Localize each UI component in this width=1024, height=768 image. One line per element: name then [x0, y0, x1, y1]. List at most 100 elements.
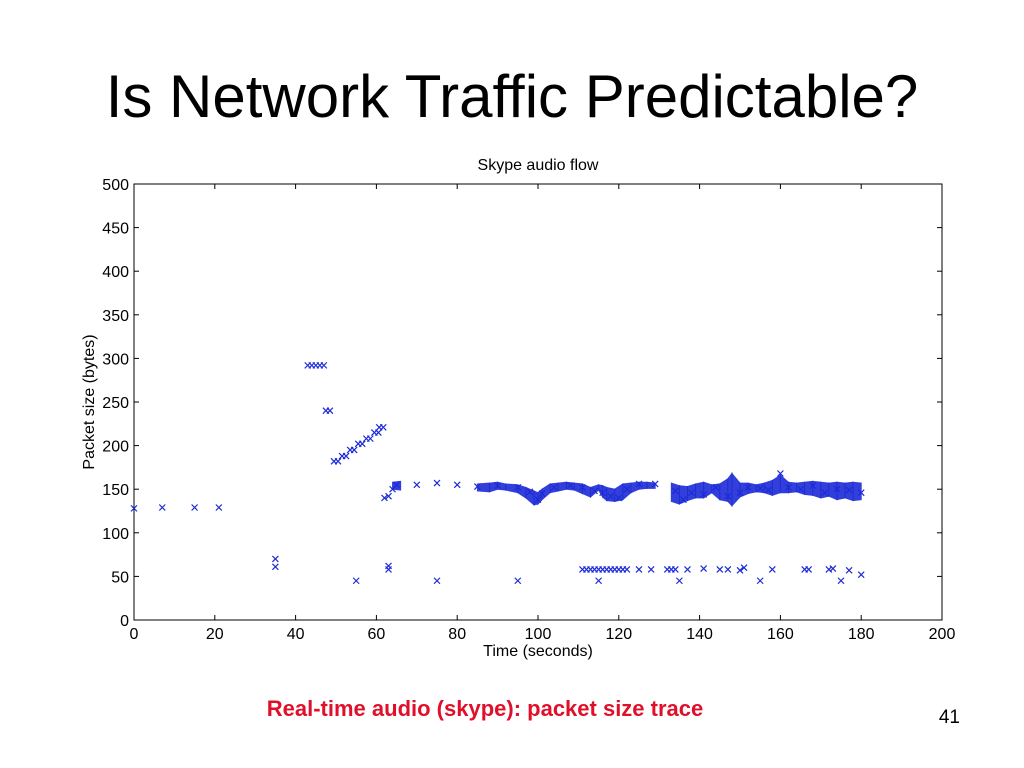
packet-band: [844, 481, 854, 502]
y-tick-label: 200: [102, 439, 129, 456]
packet-point: [191, 504, 199, 511]
packet-point: [538, 490, 546, 497]
x-tick-label: 200: [929, 626, 956, 643]
scatter-chart: Skype audio flow 0 20 40 60 80 100 120 140 160 18…: [81, 157, 955, 660]
packet-point: [379, 423, 387, 431]
packet-point: [494, 482, 502, 490]
packet-point: [326, 407, 334, 415]
packet-band: [678, 485, 688, 505]
packet-point: [712, 484, 720, 491]
packet-point: [684, 565, 691, 573]
x-tick-label: 120: [605, 626, 632, 643]
page-number: 41: [938, 707, 960, 728]
packet-point: [271, 563, 279, 571]
packet-point: [736, 489, 744, 497]
packet-point: [215, 504, 223, 511]
packet-point: [797, 485, 805, 493]
packet-point: [740, 564, 748, 572]
slide-caption: Real-time audio (skype): packet size tra…: [266, 696, 704, 721]
packet-point: [352, 577, 360, 585]
packet-point: [591, 487, 598, 495]
packet-band: [787, 481, 798, 494]
x-tick-label: 20: [206, 626, 224, 643]
packet-point: [433, 577, 441, 585]
packet-point: [366, 435, 374, 443]
axis-ticks: 0 20 40 60 80 100 120 140 160 180 200 0 50 100 150 200 2…: [102, 177, 955, 643]
packet-point: [271, 555, 279, 563]
packet-point: [680, 496, 687, 504]
packet-band: [727, 472, 733, 508]
packet-point: [700, 565, 708, 572]
packet-point: [342, 452, 350, 460]
packet-point: [607, 492, 615, 500]
packet-point: [615, 494, 623, 502]
packet-point: [385, 565, 392, 573]
plot-frame: [133, 183, 943, 621]
data-points: [130, 361, 865, 585]
packet-point: [776, 470, 784, 477]
packet-point: [700, 491, 708, 498]
packet-point: [473, 483, 481, 491]
packet-point: [526, 488, 534, 496]
packet-point: [833, 485, 841, 493]
packet-point: [785, 484, 792, 491]
packet-point: [599, 489, 607, 497]
packet-point: [651, 480, 659, 488]
packet-point: [550, 484, 558, 491]
packet-point: [756, 577, 764, 585]
packet-point: [829, 565, 837, 572]
packet-point: [433, 479, 441, 487]
packet-band: [779, 474, 789, 494]
x-tick-label: 160: [767, 626, 794, 643]
packet-point: [857, 571, 865, 579]
packet-point: [158, 504, 166, 511]
x-tick-label: 40: [287, 626, 305, 643]
packet-point: [514, 577, 522, 585]
y-tick-label: 450: [102, 221, 129, 238]
packet-point: [845, 486, 853, 494]
packet-point: [453, 481, 461, 489]
packet-point: [837, 577, 845, 585]
packet-point: [374, 429, 382, 436]
packet-point: [381, 494, 388, 502]
packet-band: [796, 481, 806, 496]
packet-point: [768, 565, 776, 573]
packet-point: [671, 487, 679, 495]
packet-band: [525, 486, 535, 506]
packet-point: [805, 565, 813, 573]
y-tick-label: 500: [102, 177, 129, 194]
packet-point: [130, 504, 138, 512]
y-tick-label: 50: [111, 569, 129, 586]
packet-point: [821, 489, 829, 497]
x-tick-label: 140: [686, 626, 713, 643]
packet-point: [857, 489, 865, 497]
packet-band: [771, 474, 781, 496]
packet-point: [334, 457, 342, 465]
y-tick-label: 250: [102, 395, 129, 412]
packet-point: [566, 482, 574, 490]
packet-band: [739, 482, 749, 498]
packet-point: [514, 484, 522, 491]
packet-band: [711, 483, 721, 501]
packet-band: [731, 472, 741, 508]
chart-title: Skype audio flow: [478, 157, 599, 174]
x-tick-label: 60: [368, 626, 386, 643]
packet-point: [579, 484, 586, 491]
y-tick-label: 350: [102, 308, 129, 325]
packet-point: [350, 446, 358, 454]
packet-point: [716, 565, 724, 573]
packet-band: [852, 481, 862, 502]
y-axis-label: Packet size (bytes): [81, 334, 98, 469]
packet-point: [845, 566, 853, 574]
packet-point: [647, 565, 655, 573]
packet-point: [724, 492, 732, 500]
packet-point: [385, 492, 392, 500]
slide-title: Is Network Traffic Predictable?: [105, 63, 919, 130]
packet-band: [630, 481, 640, 494]
packet-band: [557, 481, 567, 492]
packet-point: [688, 489, 695, 497]
packet-point: [736, 566, 744, 574]
y-tick-label: 100: [102, 526, 129, 543]
x-tick-label: 100: [525, 626, 552, 643]
x-tick-label: 80: [448, 626, 466, 643]
